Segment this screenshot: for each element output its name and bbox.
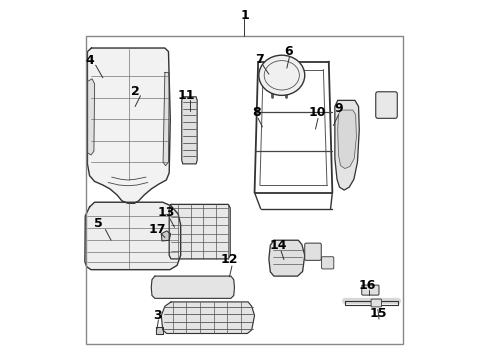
Text: 15: 15: [368, 307, 386, 320]
Bar: [86, 36, 402, 344]
Text: 2: 2: [130, 85, 139, 98]
Text: 10: 10: [308, 107, 325, 120]
Text: 17: 17: [149, 222, 166, 236]
FancyBboxPatch shape: [375, 92, 396, 118]
Polygon shape: [161, 231, 170, 241]
Polygon shape: [87, 79, 94, 155]
Polygon shape: [169, 204, 230, 259]
Text: 8: 8: [251, 106, 260, 119]
Text: 11: 11: [177, 89, 195, 102]
Text: 13: 13: [158, 207, 175, 220]
FancyBboxPatch shape: [321, 257, 333, 269]
Text: 5: 5: [94, 217, 102, 230]
FancyBboxPatch shape: [361, 285, 378, 295]
Polygon shape: [334, 100, 359, 190]
Polygon shape: [155, 327, 163, 334]
Ellipse shape: [258, 55, 304, 95]
Polygon shape: [87, 48, 170, 203]
Text: 14: 14: [268, 239, 286, 252]
Polygon shape: [268, 240, 304, 276]
Polygon shape: [182, 97, 197, 164]
Text: 6: 6: [284, 45, 292, 58]
Polygon shape: [337, 110, 356, 168]
Polygon shape: [161, 302, 254, 333]
Polygon shape: [163, 72, 169, 166]
Text: 16: 16: [358, 279, 375, 292]
Text: 9: 9: [333, 103, 342, 116]
Text: 3: 3: [153, 309, 162, 322]
Polygon shape: [85, 202, 180, 270]
Text: 4: 4: [85, 54, 94, 67]
FancyBboxPatch shape: [304, 243, 321, 260]
Polygon shape: [151, 276, 234, 298]
Text: 12: 12: [220, 253, 238, 266]
Text: 7: 7: [255, 53, 264, 66]
FancyBboxPatch shape: [370, 299, 381, 307]
Text: 1: 1: [240, 9, 248, 22]
